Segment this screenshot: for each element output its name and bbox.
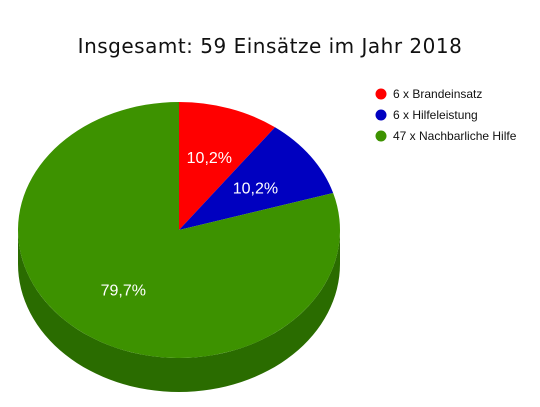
- pie-label-layer: 10,2%10,2% 79,7%: [101, 150, 278, 300]
- legend: 6 x Brandeinsatz 6 x Hilfeleistung 47 x Na…: [375, 87, 517, 143]
- legend-label-0: 6 x Brandeinsatz: [393, 87, 482, 101]
- legend-swatch-1: [375, 109, 387, 121]
- legend-swatch-0: [375, 88, 387, 100]
- legend-label-2: 47 x Nachbarliche Hilfe: [393, 129, 517, 143]
- pie-slice-side-2: [18, 230, 340, 392]
- slice-label-1: 10,2%: [233, 180, 278, 197]
- legend-label-1: 6 x Hilfeleistung: [393, 108, 478, 122]
- legend-swatch-2: [375, 130, 387, 142]
- slice-label-2: 79,7%: [101, 283, 146, 300]
- pie-slice-0[interactable]: [179, 102, 276, 230]
- pie-slice-1[interactable]: [179, 127, 334, 230]
- chart-title: Insgesamt: 59 Einsätze im Jahr 2018: [77, 34, 463, 58]
- slice-label-0: 10,2%: [187, 150, 232, 167]
- pie-top-layer: [18, 102, 341, 359]
- pie-slice-2[interactable]: [18, 102, 341, 359]
- pie-side-layer: [18, 230, 340, 392]
